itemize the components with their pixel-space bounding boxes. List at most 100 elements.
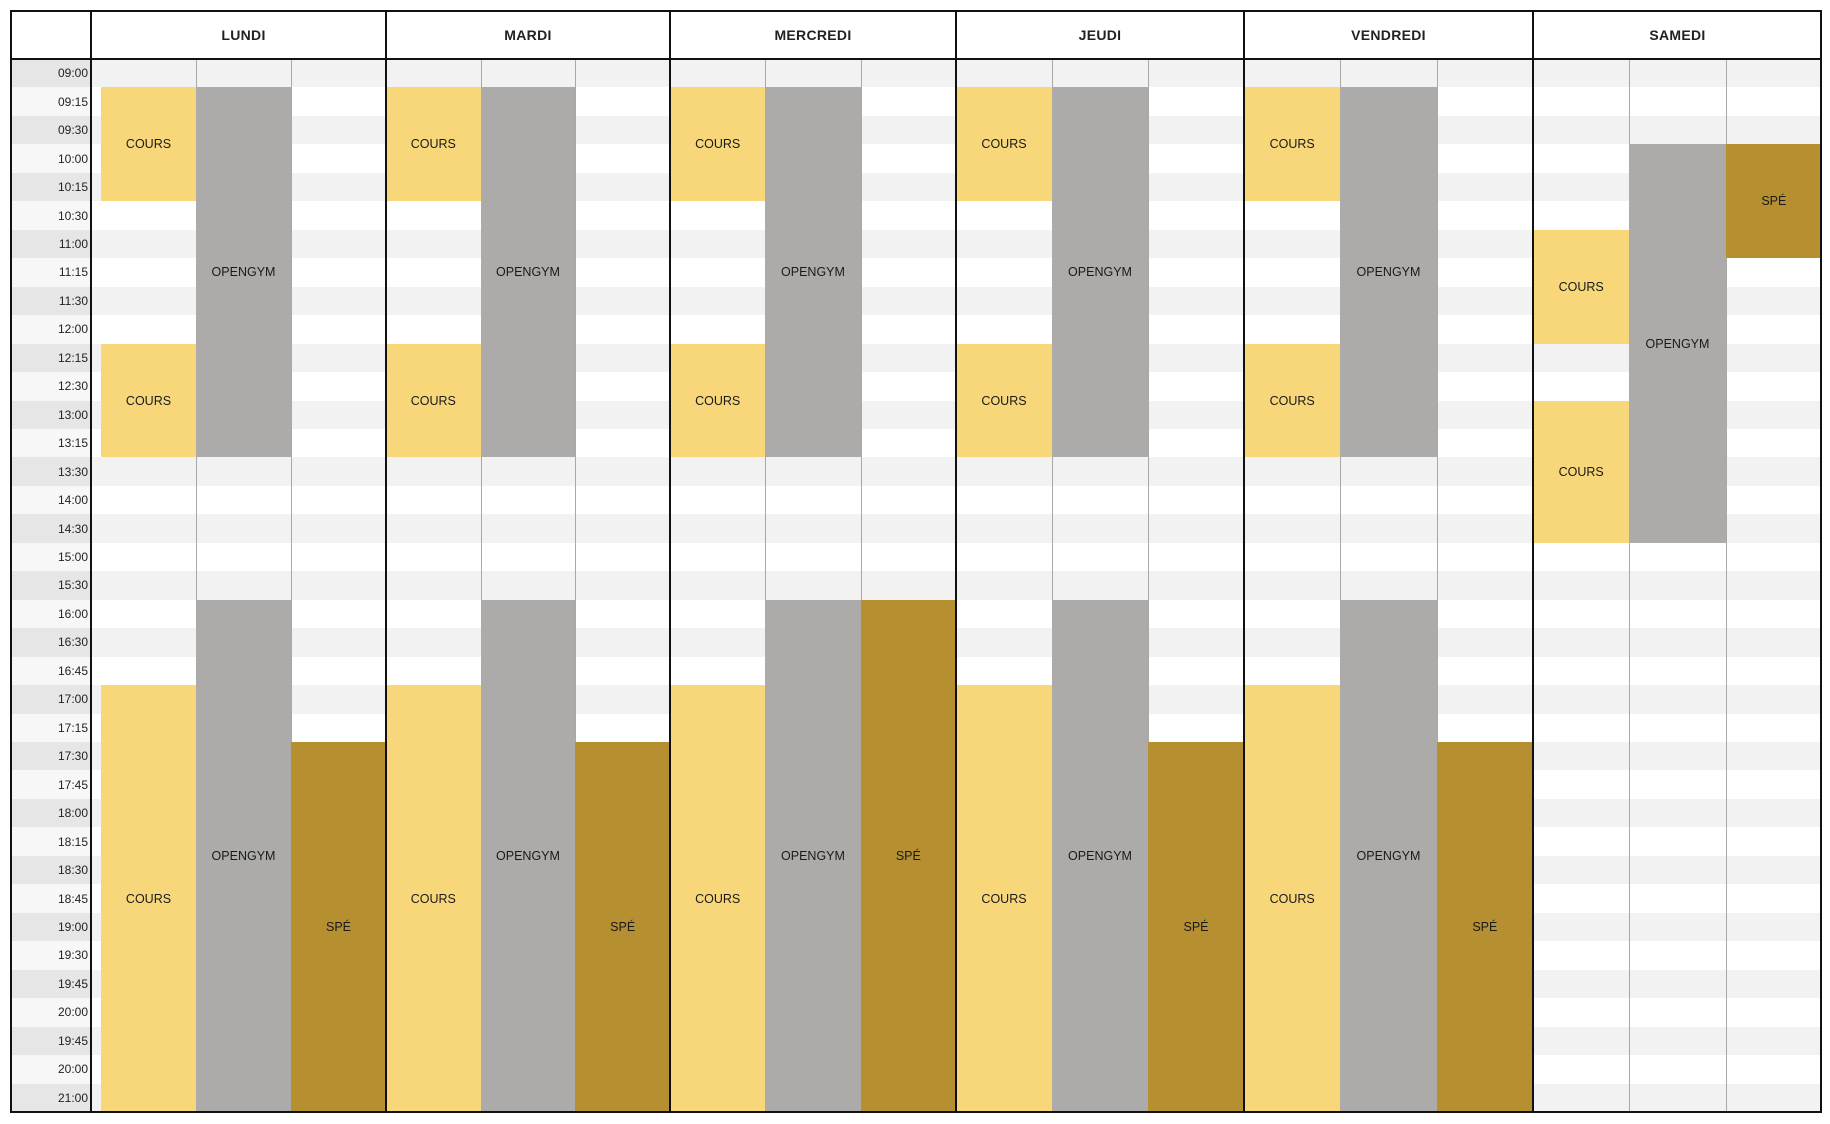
time-label: 16:30 [10,628,91,657]
spe-block[interactable]: SPÉ [860,599,956,1112]
time-label: 16:00 [10,599,91,629]
opengym-block[interactable]: OPENGYM [765,87,861,458]
row-stripe [10,571,1822,600]
time-label: 20:00 [10,1055,91,1084]
day-header-vendredi: VENDREDI [1244,10,1533,59]
cours-block[interactable]: COURS [670,343,766,458]
cours-block[interactable]: COURS [386,87,481,202]
time-label: 17:15 [10,713,91,743]
spe-block[interactable]: SPÉ [575,742,670,1112]
subcolumn-divider [1052,59,1053,1112]
time-label: 13:00 [10,400,91,429]
time-label: 15:30 [10,571,91,600]
border-header [10,58,1822,60]
cours-block[interactable]: COURS [101,685,196,1112]
cours-block[interactable]: COURS [1244,685,1341,1112]
time-label: 09:15 [10,87,91,116]
time-label: 09:00 [10,59,91,88]
time-label: 18:30 [10,855,91,885]
time-label: 19:45 [10,969,91,999]
opengym-block[interactable]: OPENGYM [1052,599,1148,1112]
subcolumn-divider [1725,59,1727,1112]
time-label: 19:30 [10,941,91,970]
time-label: 15:00 [10,542,91,572]
border-top [10,10,1822,12]
time-label: 18:45 [10,884,91,913]
row-stripe [10,115,1822,145]
cours-block[interactable]: COURS [1533,400,1630,543]
row-stripe [10,229,1822,259]
day-header-samedi: SAMEDI [1533,10,1822,59]
time-label: 10:30 [10,201,91,230]
cours-block[interactable]: COURS [670,685,766,1112]
cours-block[interactable]: COURS [956,87,1052,202]
border-right [1820,10,1822,1112]
spe-block[interactable]: SPÉ [1725,144,1822,259]
subcolumn-divider [291,59,292,1112]
spe-block[interactable]: SPÉ [1148,742,1244,1112]
cours-block[interactable]: COURS [1244,87,1341,202]
time-label: 17:45 [10,770,91,799]
opengym-block[interactable]: OPENGYM [1340,87,1437,458]
cours-block[interactable]: COURS [670,87,766,202]
time-label: 19:00 [10,912,91,942]
time-label: 11:30 [10,286,91,316]
day-divider [1243,10,1245,1112]
row-stripe [10,514,1822,543]
opengym-block[interactable]: OPENGYM [480,87,576,458]
subcolumn-divider [1148,59,1149,1112]
subcolumn-divider [480,59,482,1112]
spe-block[interactable]: SPÉ [291,742,386,1112]
day-divider [1532,10,1534,1112]
opengym-block[interactable]: OPENGYM [1629,144,1726,543]
row-stripe [10,400,1822,429]
time-label: 10:15 [10,172,91,202]
opengym-block[interactable]: OPENGYM [196,599,291,1112]
time-label: 11:00 [10,229,91,259]
day-divider [385,10,387,1112]
row-stripe [10,286,1822,316]
time-label: 17:30 [10,742,91,771]
opengym-block[interactable]: OPENGYM [1340,599,1437,1112]
subcolumn-divider [860,59,862,1112]
subcolumn-divider [1436,59,1438,1112]
border-bottom [10,1111,1822,1113]
cours-block[interactable]: COURS [1533,229,1630,344]
cours-block[interactable]: COURS [101,343,196,458]
day-divider [955,10,957,1112]
time-label: 10:00 [10,144,91,173]
row-stripe [10,457,1822,486]
time-label: 16:45 [10,656,91,686]
spe-block[interactable]: SPÉ [1436,742,1533,1112]
cours-block[interactable]: COURS [101,87,196,202]
time-label: 13:15 [10,428,91,458]
opengym-block[interactable]: OPENGYM [480,599,576,1112]
opengym-block[interactable]: OPENGYM [1052,87,1148,458]
time-label: 09:30 [10,115,91,145]
cours-block[interactable]: COURS [956,685,1052,1112]
subcolumn-divider [196,59,197,1112]
day-header-mardi: MARDI [386,10,670,59]
time-label: 21:00 [10,1083,91,1112]
cours-block[interactable]: COURS [1244,343,1341,458]
cours-block[interactable]: COURS [386,685,481,1112]
header-corner [10,10,91,59]
time-label: 11:15 [10,258,91,287]
day-divider [669,10,671,1112]
time-label: 13:30 [10,457,91,486]
subcolumn-divider [765,59,767,1112]
time-label: 18:15 [10,827,91,856]
subcolumn-divider [575,59,577,1112]
row-stripe [10,343,1822,373]
time-label: 18:00 [10,798,91,828]
border-left [10,10,12,1112]
time-label: 14:00 [10,485,91,515]
cours-block[interactable]: COURS [386,343,481,458]
time-label: 12:30 [10,372,91,401]
row-stripe [10,59,1822,88]
opengym-block[interactable]: OPENGYM [196,87,291,458]
subcolumn-divider [1340,59,1342,1112]
opengym-block[interactable]: OPENGYM [765,599,861,1112]
cours-block[interactable]: COURS [956,343,1052,458]
